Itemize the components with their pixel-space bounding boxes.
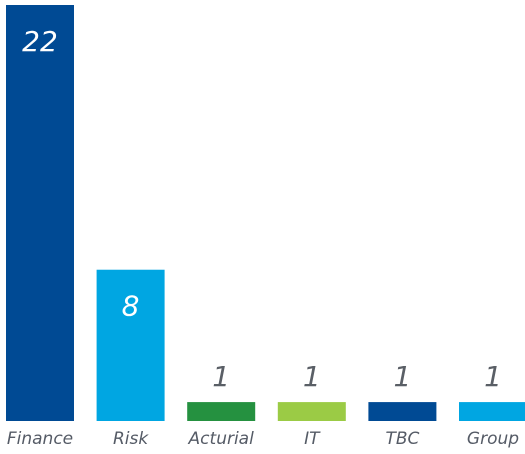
category-label-acturial: Acturial (188, 429, 255, 449)
category-label-group: Group (467, 429, 519, 449)
bar-it (277, 402, 346, 421)
value-label-it: 1 (303, 360, 321, 393)
bar-group (459, 402, 525, 421)
bar-acturial (187, 402, 256, 421)
bar-finance (6, 5, 74, 421)
bar-tbc (368, 402, 437, 421)
category-label-tbc: TBC (385, 429, 419, 449)
bar-risk (96, 269, 165, 421)
value-label-risk: 8 (122, 290, 140, 323)
value-label-tbc: 1 (393, 360, 411, 393)
category-labels-group: Finance Risk Acturial IT TBC Group (7, 429, 519, 449)
value-label-finance: 22 (22, 25, 58, 58)
value-label-acturial: 1 (212, 360, 230, 393)
bars-group (6, 5, 525, 421)
value-label-group: 1 (484, 360, 502, 393)
category-label-it: IT (304, 429, 321, 449)
category-label-finance: Finance (7, 429, 73, 449)
value-labels-group: 22 8 1 1 1 1 (22, 25, 502, 393)
category-label-risk: Risk (113, 429, 149, 449)
